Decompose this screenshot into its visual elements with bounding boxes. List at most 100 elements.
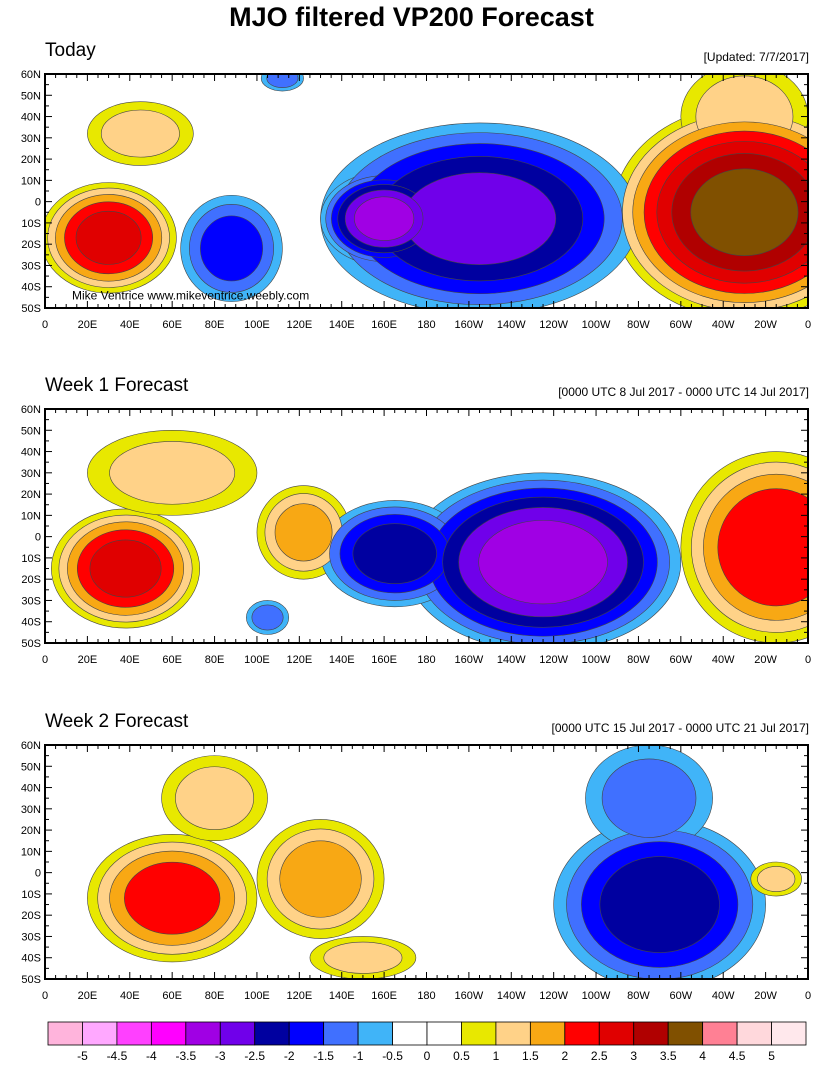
colorbar-swatch: [288, 1021, 325, 1046]
colorbar-swatch: [357, 1021, 393, 1046]
lat-label: 40N: [21, 447, 41, 459]
contour-region: [601, 758, 697, 838]
lon-label: 140E: [329, 319, 355, 331]
colorbar-swatch: [426, 1021, 462, 1046]
lat-label: 50S: [21, 638, 41, 650]
lon-label: 180: [417, 654, 435, 666]
contour-region: [75, 210, 142, 265]
lat-label: 30S: [21, 260, 41, 272]
lon-label: 20E: [78, 319, 98, 331]
lat-label: 20N: [21, 154, 41, 166]
lat-label: 20S: [21, 239, 41, 251]
lon-label: 160E: [371, 654, 397, 666]
lon-label: 0: [805, 654, 811, 666]
lon-label: 20W: [754, 990, 777, 1002]
colorbar-swatch: [323, 1021, 359, 1046]
lat-label: 10N: [21, 846, 41, 858]
colorbar-label: -4.5: [107, 1049, 128, 1063]
lon-label: 40W: [712, 990, 735, 1002]
lon-label: 120W: [539, 319, 568, 331]
colorbar-label: 5: [768, 1049, 775, 1063]
lat-label: 60N: [21, 740, 41, 752]
lat-label: 0: [35, 197, 41, 209]
colorbar-swatch: [771, 1021, 807, 1046]
colorbar-label: -1.5: [313, 1049, 334, 1063]
lon-label: 80E: [205, 654, 225, 666]
lon-label: 100E: [244, 654, 270, 666]
lon-label: 0: [805, 990, 811, 1002]
lat-label: 20N: [21, 825, 41, 837]
lon-label: 120W: [539, 654, 568, 666]
lon-label: 0: [42, 319, 48, 331]
colorbar-swatch: [82, 1021, 118, 1046]
lat-label: 50S: [21, 303, 41, 315]
lon-label: 160E: [371, 990, 397, 1002]
lon-label: 40E: [120, 319, 140, 331]
colorbar-label: -0.5: [382, 1049, 403, 1063]
contour-region: [323, 941, 403, 974]
lon-label: 120E: [286, 654, 312, 666]
lat-label: 40S: [21, 617, 41, 629]
lon-label: 40E: [120, 654, 140, 666]
colorbar-swatch: [392, 1021, 428, 1046]
lon-label: 20E: [78, 990, 98, 1002]
contour-region: [690, 168, 799, 256]
colorbar-label: 1: [493, 1049, 500, 1063]
lon-label: 20E: [78, 654, 98, 666]
lon-label: 120E: [286, 319, 312, 331]
lat-label: 40N: [21, 783, 41, 795]
lon-label: 80E: [205, 319, 225, 331]
panel-date-note: [0000 UTC 8 Jul 2017 - 0000 UTC 14 Jul 2…: [558, 385, 809, 399]
lat-label: 50S: [21, 974, 41, 986]
contour-region: [757, 866, 796, 892]
lat-label: 10N: [21, 175, 41, 187]
colorbar-label: 0: [424, 1049, 431, 1063]
colorbar-label: 1.5: [522, 1049, 539, 1063]
contour-region: [354, 196, 415, 241]
lon-label: 40E: [120, 990, 140, 1002]
contour-region: [100, 109, 180, 158]
contour-region: [402, 172, 557, 265]
lon-label: 60E: [162, 990, 182, 1002]
lon-label: 80W: [627, 990, 650, 1002]
colorbar-swatch: [254, 1021, 290, 1046]
lon-label: 20W: [754, 319, 777, 331]
colorbar-label: 4.5: [729, 1049, 746, 1063]
contour-region: [279, 840, 362, 918]
lat-label: 0: [35, 532, 41, 544]
lon-label: 80E: [205, 990, 225, 1002]
lat-label: 10S: [21, 553, 41, 565]
lat-label: 10S: [21, 889, 41, 901]
colorbar-swatch: [702, 1021, 738, 1046]
lon-label: 140W: [497, 319, 526, 331]
colorbar-label: 0.5: [453, 1049, 470, 1063]
contour-region: [89, 539, 162, 598]
contour-region: [266, 74, 299, 88]
contour-region: [478, 520, 608, 605]
colorbar-swatch: [116, 1021, 152, 1046]
lon-label: 160W: [455, 319, 484, 331]
lon-label: 120W: [539, 990, 568, 1002]
lat-label: 30N: [21, 468, 41, 480]
lat-label: 60N: [21, 69, 41, 81]
lat-label: 30N: [21, 804, 41, 816]
credit-text: Mike Ventrice www.mikeventrice.weebly.co…: [72, 288, 309, 302]
lon-label: 0: [805, 319, 811, 331]
lon-label: 0: [42, 990, 48, 1002]
colorbar-swatch: [150, 1021, 187, 1046]
colorbar-swatch: [495, 1021, 531, 1046]
lon-label: 60W: [670, 990, 693, 1002]
figure-title: MJO filtered VP200 Forecast: [229, 2, 594, 32]
contour-region: [717, 488, 808, 607]
colorbar-label: 3: [630, 1049, 637, 1063]
colorbar-label: -3: [215, 1049, 226, 1063]
colorbar-swatch: [529, 1021, 566, 1046]
lon-label: 160W: [455, 990, 484, 1002]
contour-region: [200, 215, 263, 282]
colorbar-label: -2: [284, 1049, 295, 1063]
lon-label: 20W: [754, 654, 777, 666]
lat-label: 10S: [21, 218, 41, 230]
